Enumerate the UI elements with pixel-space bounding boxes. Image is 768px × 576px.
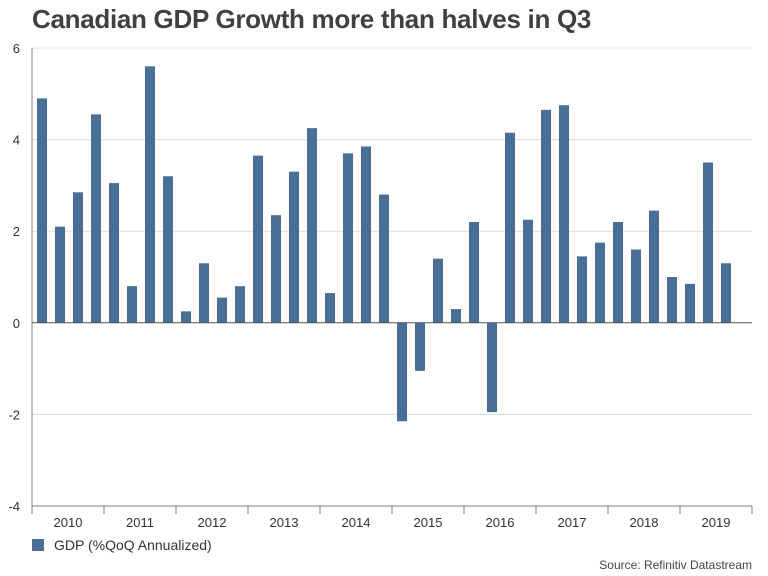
bar-25 [487,322,497,413]
bar-33 [631,249,641,323]
bar-8 [181,311,191,323]
bar-38 [721,263,731,323]
bar-6 [145,66,155,323]
bar-2 [73,192,83,323]
bar-19 [379,194,389,323]
bar-32 [613,222,623,323]
bar-3 [91,114,101,323]
y-tick-label: -4 [8,499,20,514]
bar-31 [595,242,605,323]
y-axis-ticks: 6 4 2 0 -2 -4 [8,41,20,514]
bar-1 [55,226,65,323]
bar-35 [667,277,677,323]
bar-30 [577,256,587,323]
bar-21 [415,322,425,371]
bar-37 [703,162,713,323]
legend: GDP (%QoQ Annualized) [32,537,212,553]
bar-4 [109,183,119,323]
bar-18 [361,146,371,323]
gridlines [32,47,752,507]
bar-27 [523,219,533,323]
bar-14 [289,171,299,323]
y-tick-label: 0 [13,316,20,331]
x-tick-label-2010: 2010 [54,515,83,530]
y-tick-label: 4 [13,133,20,148]
x-tick-label-2014: 2014 [342,515,371,530]
bars [37,66,731,422]
bar-10 [217,297,227,323]
y-tick-label: -2 [8,407,20,422]
x-tick-label-2019: 2019 [702,515,731,530]
x-tick-label-2018: 2018 [630,515,659,530]
x-tick-label-2012: 2012 [198,515,227,530]
source-note: Source: Refinitiv Datastream [599,558,752,572]
bar-7 [163,176,173,323]
x-tick-label-2013: 2013 [270,515,299,530]
chart-title: Canadian GDP Growth more than halves in … [32,4,592,34]
bar-12 [253,155,263,323]
bar-17 [343,153,353,323]
bar-29 [559,105,569,323]
bar-9 [199,263,209,323]
bar-26 [505,132,515,323]
axes [31,48,752,507]
bar-28 [541,109,551,323]
x-tick-label-2017: 2017 [558,515,587,530]
bar-20 [397,322,407,422]
legend-label: GDP (%QoQ Annualized) [54,537,212,553]
bar-11 [235,286,245,323]
legend-swatch [32,539,44,551]
bar-0 [37,98,47,323]
bar-16 [325,293,335,323]
bar-24 [469,222,479,323]
x-tick-label-2015: 2015 [414,515,443,530]
x-axis-ticks: 2010 2011 2012 2013 2014 2015 2016 2017 2018 2019 [31,506,753,530]
bar-15 [307,128,317,323]
x-tick-label-2016: 2016 [486,515,515,530]
bar-13 [271,215,281,323]
bar-5 [127,286,137,323]
y-tick-label: 6 [13,41,20,56]
bar-23 [451,309,461,323]
bar-22 [433,258,443,323]
x-tick-label-2011: 2011 [126,515,154,530]
y-tick-label: 2 [13,224,20,239]
bar-36 [685,283,695,323]
bar-34 [649,210,659,323]
